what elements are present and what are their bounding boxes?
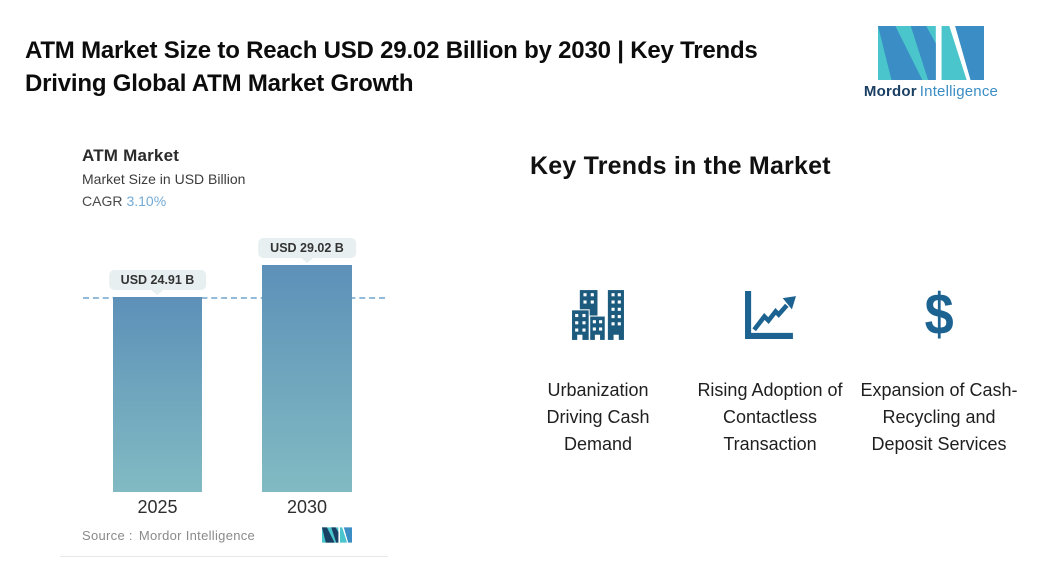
trend-label-cash-recycling: Expansion of Cash-Recycling and Deposit … xyxy=(860,380,1018,454)
chart-subtitle: Market Size in USD Billion xyxy=(82,171,246,187)
reference-line xyxy=(83,297,385,299)
data-label-2030: USD 29.02 B xyxy=(258,238,356,258)
cagr-value: 3.10% xyxy=(126,193,167,209)
chart-source: Source : Mordor Intelligence xyxy=(82,528,255,543)
source-label: Source : xyxy=(82,528,133,543)
trend-label-contactless: Rising Adoption of Contactless Transacti… xyxy=(697,380,843,454)
dollar-icon: $ xyxy=(924,282,954,347)
trend-item-urbanization: Urbanization Driving Cash Demand xyxy=(518,283,678,458)
buildings-icon xyxy=(518,283,678,347)
mordor-intelligence-logo-icon xyxy=(860,26,1002,80)
panel-divider xyxy=(60,556,388,557)
bar-rect-2025 xyxy=(113,297,202,492)
line-chart-icon xyxy=(690,283,850,347)
trend-item-contactless: Rising Adoption of Contactless Transacti… xyxy=(690,283,850,458)
bar-2025: USD 24.91 B 2025 xyxy=(108,270,207,517)
trend-item-cash-recycling: $ Expansion of Cash-Recycling and Deposi… xyxy=(855,283,1023,458)
trend-label-urbanization: Urbanization Driving Cash Demand xyxy=(546,380,650,454)
brand-name-bold: Mordor xyxy=(863,83,917,100)
mini-brand-logo-icon xyxy=(322,527,352,548)
bar-2030: USD 29.02 B 2030 xyxy=(258,238,356,517)
page-title: ATM Market Size to Reach USD 29.02 Billi… xyxy=(25,34,825,100)
source-value: Mordor Intelligence xyxy=(138,528,256,543)
chart-title: ATM Market xyxy=(82,146,180,165)
trends-heading: Key Trends in the Market xyxy=(530,152,831,180)
page-title-line2: Driving Global ATM Market Growth xyxy=(25,70,414,97)
page-title-line1: ATM Market Size to Reach USD 29.02 Billi… xyxy=(25,37,758,64)
axis-label-2030: 2030 xyxy=(286,497,328,517)
cagr-label: CAGR xyxy=(82,193,123,209)
brand-name-light: Intelligence xyxy=(919,83,999,100)
brand-name: Mordor Intelligence xyxy=(860,83,1002,100)
axis-label-2025: 2025 xyxy=(137,497,178,517)
bar-rect-2030 xyxy=(262,265,352,492)
chart-cagr: CAGR 3.10% xyxy=(82,193,166,209)
brand-logo: Mordor Intelligence xyxy=(860,26,1002,100)
data-label-2025: USD 24.91 B xyxy=(108,270,207,290)
